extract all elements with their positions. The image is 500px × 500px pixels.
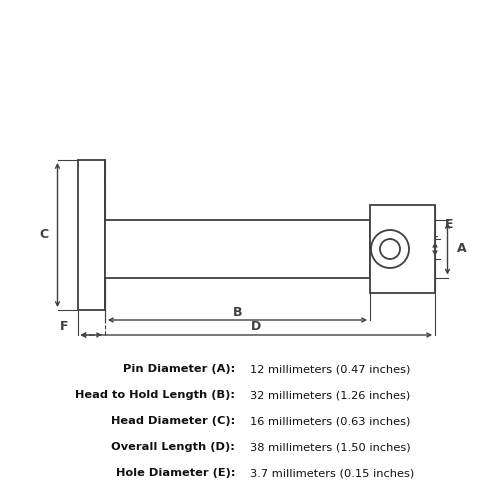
Text: A: A bbox=[456, 242, 466, 255]
Text: F: F bbox=[60, 320, 68, 332]
Text: 38 millimeters (1.50 inches): 38 millimeters (1.50 inches) bbox=[250, 442, 410, 452]
Text: D: D bbox=[251, 320, 262, 332]
Text: 32 millimeters (1.26 inches): 32 millimeters (1.26 inches) bbox=[250, 390, 410, 400]
Text: Head Diameter (C):: Head Diameter (C): bbox=[111, 416, 235, 426]
Text: 16 millimeters (0.63 inches): 16 millimeters (0.63 inches) bbox=[250, 416, 410, 426]
Text: Hole Diameter (E):: Hole Diameter (E): bbox=[116, 468, 235, 478]
Text: E: E bbox=[445, 218, 454, 232]
Bar bbox=[78, 160, 105, 310]
Bar bbox=[105, 220, 370, 278]
Text: Overall Length (D):: Overall Length (D): bbox=[111, 442, 235, 452]
Text: Head to Hold Length (B):: Head to Hold Length (B): bbox=[75, 390, 235, 400]
Text: C: C bbox=[40, 228, 48, 241]
Text: 12 millimeters (0.47 inches): 12 millimeters (0.47 inches) bbox=[250, 364, 410, 374]
Text: B: B bbox=[233, 306, 242, 318]
Text: 3.7 millimeters (0.15 inches): 3.7 millimeters (0.15 inches) bbox=[250, 468, 414, 478]
Text: Pin Diameter (A):: Pin Diameter (A): bbox=[123, 364, 235, 374]
Bar bbox=[370, 205, 435, 292]
Circle shape bbox=[371, 230, 409, 268]
